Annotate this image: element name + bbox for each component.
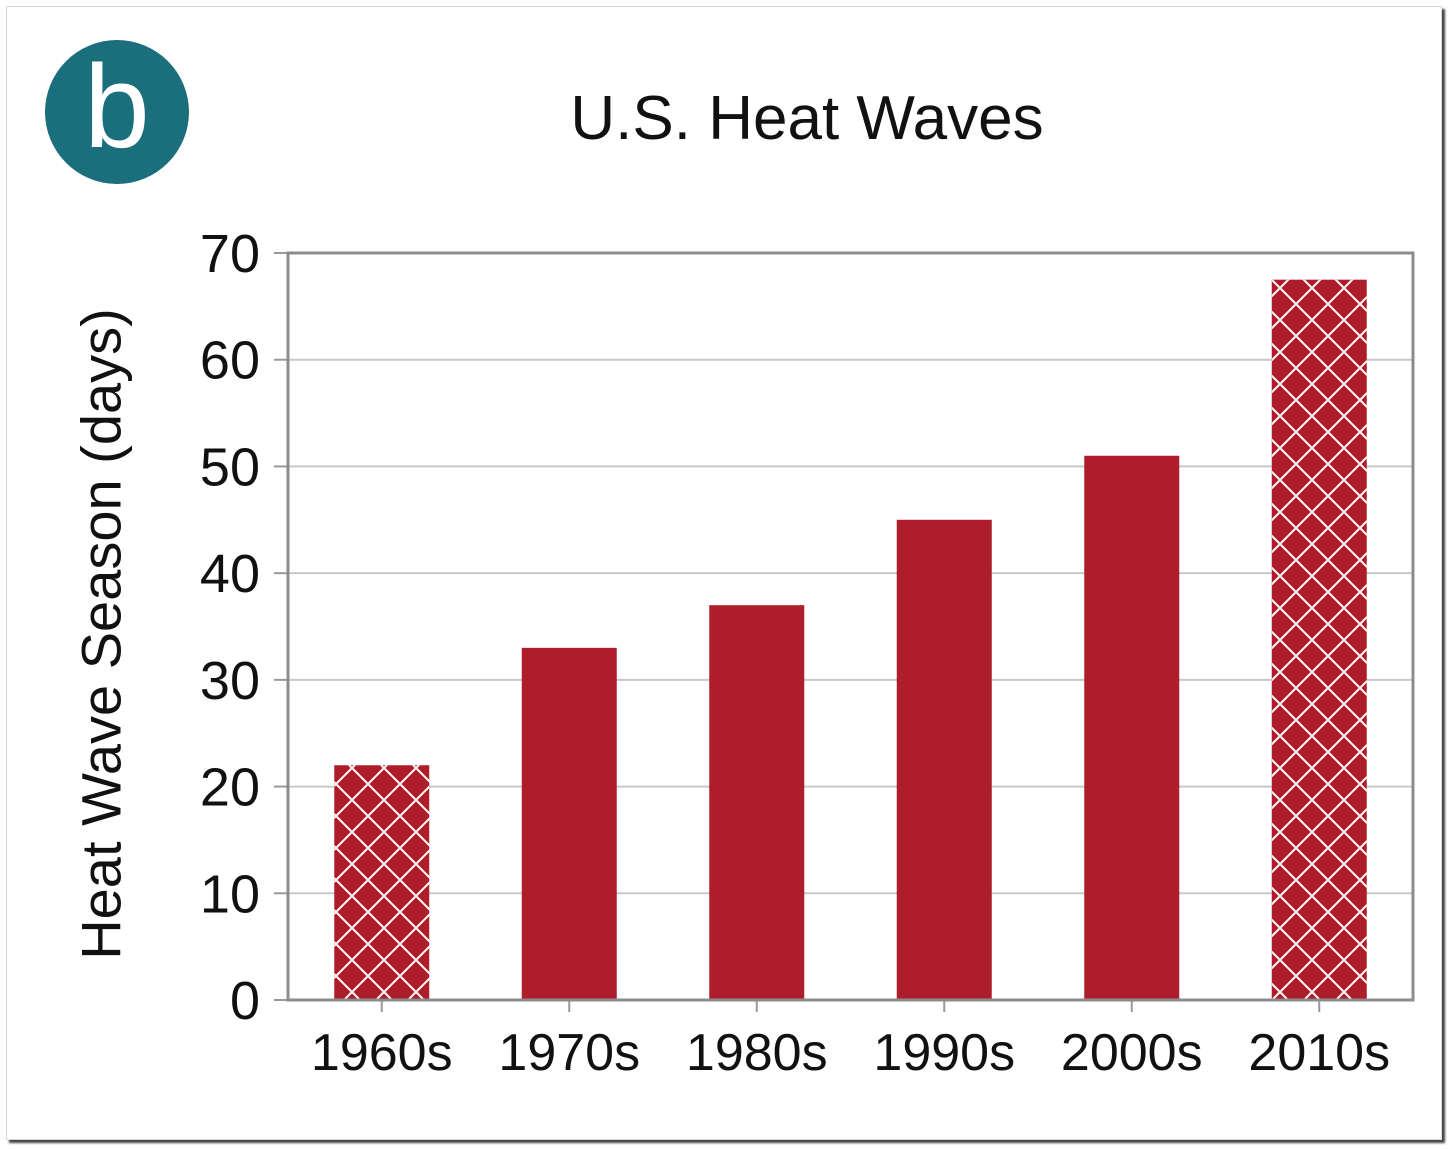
bar-1970s <box>521 647 617 1000</box>
y-tick-label: 20 <box>200 758 260 818</box>
y-tick-label: 0 <box>230 971 260 1031</box>
y-tick-label: 40 <box>200 544 260 604</box>
panel-badge: b <box>45 40 189 184</box>
x-tick-label: 1990s <box>873 1024 1015 1082</box>
bar-hatch-2010s <box>1271 279 1367 1000</box>
bar-2000s <box>1084 455 1180 1000</box>
chart-title: U.S. Heat Waves <box>570 84 1044 153</box>
x-tick-label: 1960s <box>311 1024 453 1082</box>
bar-1990s <box>896 519 992 1000</box>
y-tick-label: 60 <box>200 331 260 391</box>
y-tick-label: 50 <box>200 437 260 497</box>
bar-1980s <box>709 605 805 1000</box>
x-tick-label: 1980s <box>686 1024 828 1082</box>
y-tick-label: 70 <box>200 224 260 284</box>
x-tick-label: 1970s <box>498 1024 640 1082</box>
y-tick-label: 30 <box>200 651 260 711</box>
bar-hatch-1960s <box>334 765 430 1000</box>
y-tick-label: 10 <box>200 864 260 924</box>
x-tick-label: 2010s <box>1248 1024 1390 1082</box>
x-tick-label: 2000s <box>1061 1024 1203 1082</box>
panel-label: b <box>84 41 150 173</box>
plot-area-border <box>286 251 1415 1002</box>
